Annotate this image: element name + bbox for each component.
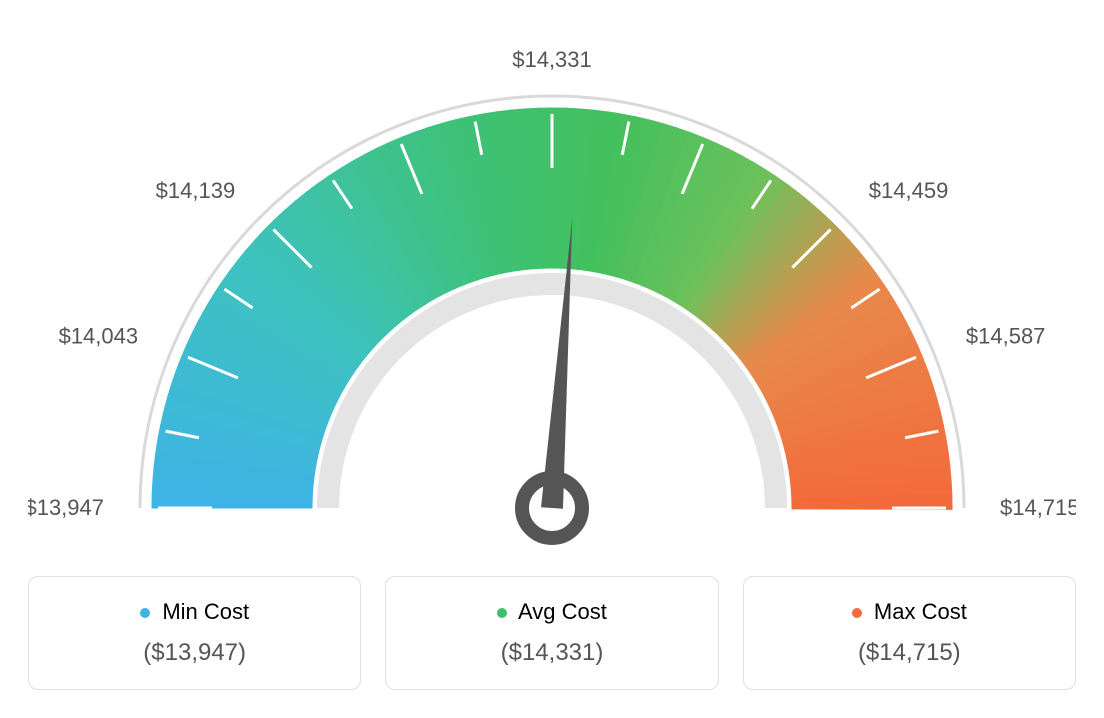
svg-text:$13,947: $13,947 bbox=[28, 495, 104, 520]
min-cost-title: Min Cost bbox=[39, 599, 350, 625]
svg-text:$14,587: $14,587 bbox=[966, 324, 1046, 349]
svg-text:$14,043: $14,043 bbox=[59, 324, 139, 349]
svg-text:$14,715: $14,715 bbox=[1000, 495, 1076, 520]
max-cost-title: Max Cost bbox=[754, 599, 1065, 625]
avg-cost-value: ($14,331) bbox=[396, 639, 707, 667]
max-cost-value: ($14,715) bbox=[754, 639, 1065, 667]
min-cost-card: Min Cost ($13,947) bbox=[28, 576, 361, 690]
avg-cost-title: Avg Cost bbox=[396, 599, 707, 625]
avg-cost-label: Avg Cost bbox=[518, 599, 607, 624]
min-cost-value: ($13,947) bbox=[39, 639, 350, 667]
legend-row: Min Cost ($13,947) Avg Cost ($14,331) Ma… bbox=[28, 576, 1076, 690]
min-dot-icon bbox=[140, 608, 150, 618]
svg-text:$14,459: $14,459 bbox=[869, 178, 949, 203]
max-dot-icon bbox=[852, 608, 862, 618]
avg-cost-card: Avg Cost ($14,331) bbox=[385, 576, 718, 690]
avg-dot-icon bbox=[497, 608, 507, 618]
cost-gauge-chart: $13,947 $14,043 $14,139 $14,331 $14,459 $14,5… bbox=[28, 28, 1076, 548]
max-cost-label: Max Cost bbox=[874, 599, 967, 624]
svg-text:$14,139: $14,139 bbox=[156, 178, 236, 203]
svg-text:$14,331: $14,331 bbox=[512, 47, 592, 72]
min-cost-label: Min Cost bbox=[162, 599, 249, 624]
max-cost-card: Max Cost ($14,715) bbox=[743, 576, 1076, 690]
